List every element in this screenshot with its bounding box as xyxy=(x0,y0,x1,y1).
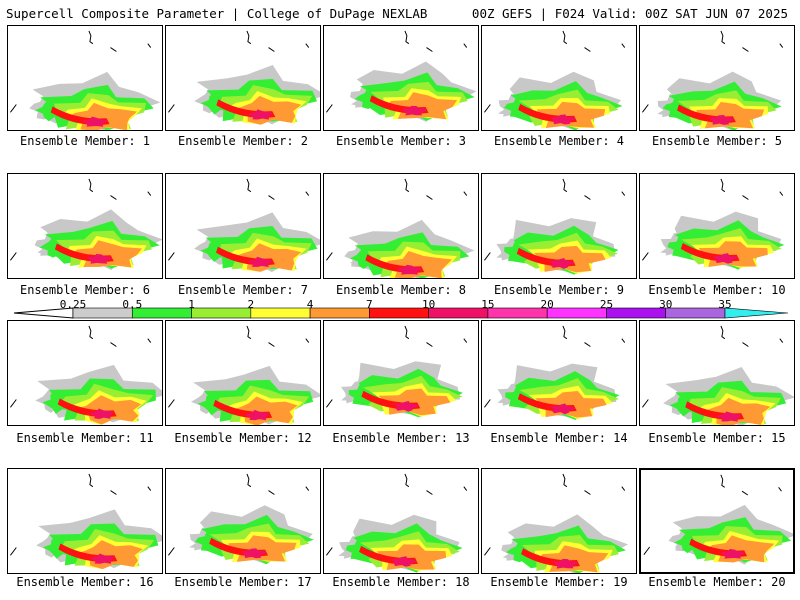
ensemble-panel-4[interactable] xyxy=(481,25,637,131)
ensemble-member-label: Ensemble Member: 5 xyxy=(651,134,783,148)
run-info: 00Z GEFS | F024 Valid: 00Z SAT JUN 07 20… xyxy=(471,6,788,21)
scp-field-map xyxy=(326,473,468,573)
ensemble-panel-5[interactable] xyxy=(639,25,795,131)
ensemble-member-label: Ensemble Member: 16 xyxy=(16,575,154,589)
legend-swatch xyxy=(665,307,726,319)
ensemble-panel-12[interactable] xyxy=(165,320,321,426)
legend-tick-label: 0.5 xyxy=(122,298,143,311)
page-title: Supercell Composite Parameter | College … xyxy=(6,6,428,21)
legend-tick-label: 4 xyxy=(306,298,314,311)
scp-field-map xyxy=(10,325,162,425)
ensemble-member-label: Ensemble Member: 19 xyxy=(490,575,628,589)
ensemble-member-label: Ensemble Member: 12 xyxy=(174,431,312,445)
legend-tick-label: 10 xyxy=(422,298,436,311)
scp-field-map xyxy=(168,178,320,273)
ensemble-member-label: Ensemble Member: 1 xyxy=(19,134,151,148)
ensemble-panel-3[interactable] xyxy=(323,25,479,131)
legend-swatch xyxy=(191,307,252,319)
ensemble-member-label: Ensemble Member: 13 xyxy=(332,431,470,445)
ensemble-panel-1[interactable] xyxy=(7,25,163,131)
legend-tick-label: 2 xyxy=(247,298,255,311)
scp-field-map xyxy=(642,325,794,425)
legend-tick-label: 0.25 xyxy=(59,298,87,311)
legend-tick-label: 25 xyxy=(599,298,614,311)
legend-swatch xyxy=(487,307,548,319)
scp-field-map xyxy=(642,178,785,270)
ensemble-member-label: Ensemble Member: 15 xyxy=(648,431,786,445)
scp-field-map xyxy=(10,178,162,271)
legend-tick-label: 30 xyxy=(659,298,673,311)
ensemble-member-label: Ensemble Member: 11 xyxy=(16,431,154,445)
ensemble-panel-2[interactable] xyxy=(165,25,321,131)
ensemble-member-label: Ensemble Member: 8 xyxy=(335,283,467,297)
scp-field-map xyxy=(168,473,314,565)
legend-swatch xyxy=(309,307,370,319)
scp-field-map xyxy=(484,325,626,420)
scp-field-map xyxy=(643,474,793,565)
scp-field-map xyxy=(484,473,629,573)
scp-field-map xyxy=(326,325,468,418)
ensemble-member-label: Ensemble Member: 3 xyxy=(335,134,467,148)
legend-tick-label: 20 xyxy=(540,298,554,311)
legend-swatch xyxy=(606,307,667,319)
ensemble-member-label: Ensemble Member: 18 xyxy=(332,575,470,589)
scp-field-map xyxy=(484,178,626,275)
ensemble-member-label: Ensemble Member: 2 xyxy=(177,134,309,148)
legend-tick-label: 1 xyxy=(188,298,195,311)
ensemble-panel-9[interactable] xyxy=(481,173,637,279)
legend-swatch xyxy=(369,307,429,319)
ensemble-panel-15[interactable] xyxy=(639,320,795,426)
ensemble-panel-20[interactable] xyxy=(639,468,795,574)
ensemble-member-label: Ensemble Member: 14 xyxy=(490,431,628,445)
ensemble-member-label: Ensemble Member: 6 xyxy=(19,283,151,297)
ensemble-panel-17[interactable] xyxy=(165,468,321,574)
scp-field-map xyxy=(484,30,626,130)
ensemble-panel-7[interactable] xyxy=(165,173,321,279)
scp-field-map xyxy=(168,325,320,425)
ensemble-member-label: Ensemble Member: 4 xyxy=(493,134,625,148)
ensemble-panel-13[interactable] xyxy=(323,320,479,426)
ensemble-member-label: Ensemble Member: 20 xyxy=(648,575,786,589)
scp-field-map xyxy=(642,30,784,130)
ensemble-member-label: Ensemble Member: 10 xyxy=(648,283,786,297)
scp-field-map xyxy=(168,30,320,125)
ensemble-panel-16[interactable] xyxy=(7,468,163,574)
legend-swatch xyxy=(546,307,607,319)
ensemble-panel-10[interactable] xyxy=(639,173,795,279)
ensemble-member-label: Ensemble Member: 9 xyxy=(493,283,625,297)
ensemble-panel-8[interactable] xyxy=(323,173,479,279)
ensemble-member-label: Ensemble Member: 7 xyxy=(177,283,309,297)
scp-field-map xyxy=(326,30,477,122)
scp-field-map xyxy=(10,473,162,570)
ensemble-panel-19[interactable] xyxy=(481,468,637,574)
ensemble-panel-18[interactable] xyxy=(323,468,479,574)
ensemble-panel-6[interactable] xyxy=(7,173,163,279)
scp-field-map xyxy=(10,30,161,130)
legend-over-arrow xyxy=(724,307,789,319)
ensemble-panel-11[interactable] xyxy=(7,320,163,426)
ensemble-member-label: Ensemble Member: 17 xyxy=(174,575,312,589)
legend-swatch xyxy=(428,307,489,319)
legend-tick-label: 15 xyxy=(481,298,495,311)
color-scale-legend xyxy=(13,307,789,319)
legend-tick-label: 7 xyxy=(366,298,373,311)
legend-tick-label: 35 xyxy=(718,298,732,311)
legend-swatch xyxy=(250,307,311,319)
scp-field-map xyxy=(326,178,475,278)
ensemble-panel-14[interactable] xyxy=(481,320,637,426)
